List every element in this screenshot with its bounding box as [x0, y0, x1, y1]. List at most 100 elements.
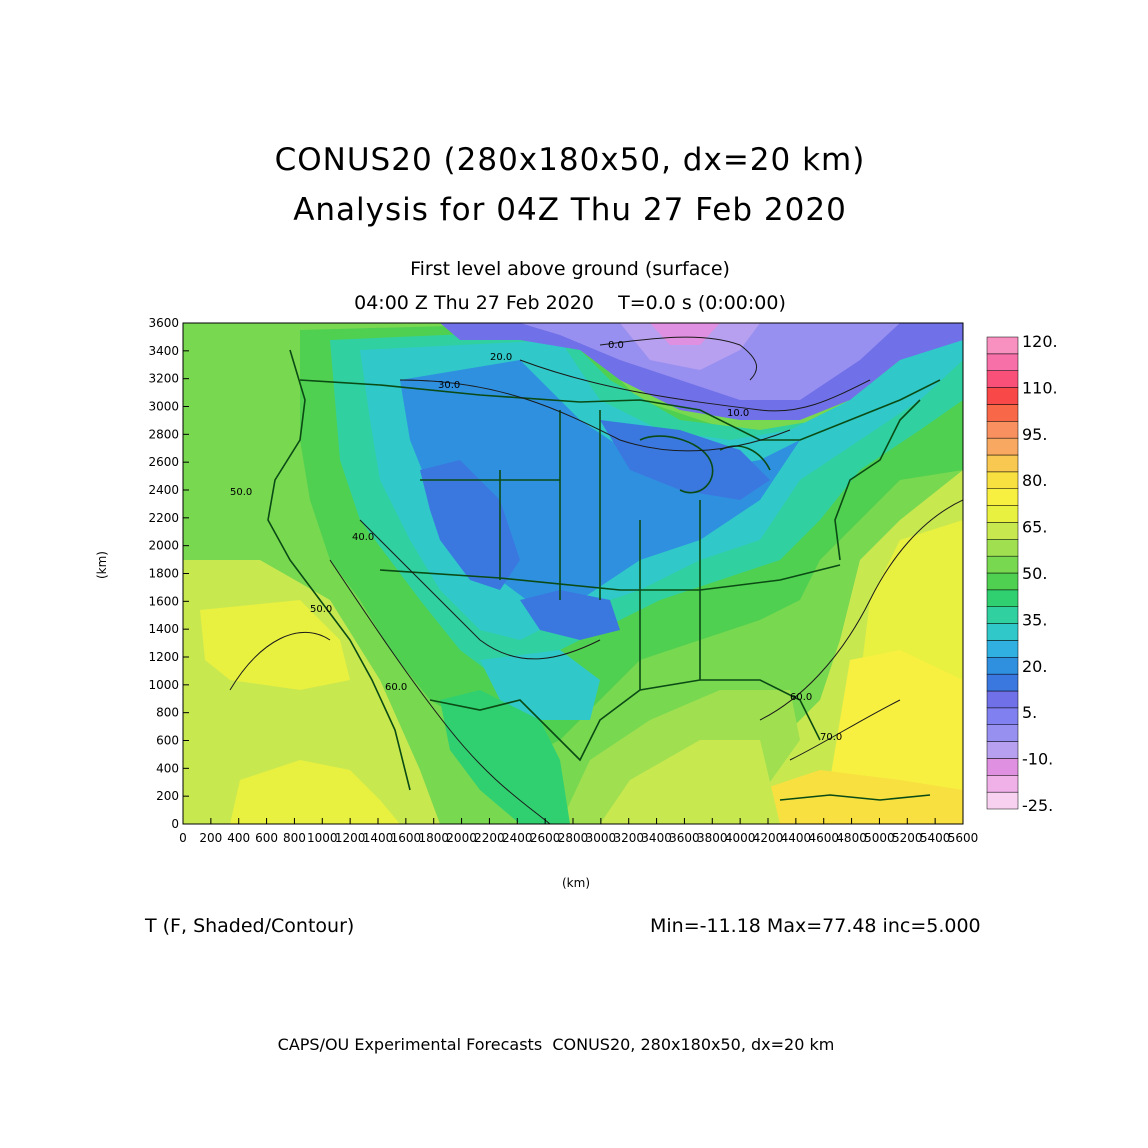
colorbar-label: 110. — [1022, 378, 1058, 397]
x-tick-label: 3000 — [586, 831, 617, 845]
colorbar-swatch — [986, 387, 1019, 405]
y-tick-label: 1600 — [148, 594, 179, 608]
colorbar-swatch — [986, 353, 1019, 371]
colorbar-swatch — [986, 640, 1019, 658]
contour-label: 60.0 — [385, 682, 407, 693]
x-tick-label: 4800 — [836, 831, 867, 845]
colorbar-swatch — [986, 572, 1019, 591]
colorbar-swatch — [986, 454, 1019, 473]
x-tick-label: 400 — [227, 831, 250, 845]
field-label: T (F, Shaded/Contour) — [145, 915, 355, 937]
x-tick-label: 2600 — [530, 831, 561, 845]
x-tick-label: 2800 — [558, 831, 589, 845]
contour-label: 0.0 — [608, 340, 624, 351]
contour-label: 60.0 — [790, 692, 812, 703]
y-tick-label: 1200 — [148, 650, 179, 664]
y-tick-label: 600 — [156, 734, 179, 748]
colorbar-swatch — [986, 791, 1019, 810]
colorbar-label: 65. — [1022, 518, 1047, 537]
x-tick-label: 3600 — [669, 831, 700, 845]
y-tick-label: 2800 — [148, 427, 179, 441]
x-tick-label: 4600 — [808, 831, 839, 845]
x-tick-label: 1800 — [418, 831, 449, 845]
x-tick-label: 4200 — [753, 831, 784, 845]
colorbar-swatch — [986, 522, 1019, 540]
colorbar-swatch — [986, 707, 1019, 725]
temperature-shading — [183, 323, 963, 824]
y-tick-label: 0 — [171, 817, 179, 831]
plot-title: CONUS20 (280x180x50, dx=20 km) — [274, 142, 866, 178]
x-tick-label: 1600 — [391, 831, 422, 845]
x-tick-label: 4000 — [725, 831, 756, 845]
y-tick-label: 3600 — [148, 316, 179, 330]
y-tick-label: 2000 — [148, 539, 179, 553]
y-tick-label: 1400 — [148, 622, 179, 636]
colorbar-swatch — [986, 370, 1019, 388]
colorbar-swatch — [986, 690, 1019, 709]
colorbar-swatch — [986, 724, 1019, 742]
x-tick-label: 200 — [199, 831, 222, 845]
colorbar-label: -25. — [1022, 796, 1053, 815]
colorbar-swatch — [986, 471, 1019, 489]
y-tick-label: 2600 — [148, 455, 179, 469]
colorbar-swatch — [986, 589, 1019, 607]
y-axis: 0 200 400 600 800 1000 1200 1400 1600 1800 2000 220… — [148, 316, 189, 831]
y-tick-label: 3000 — [148, 400, 179, 414]
x-tick-label: 600 — [255, 831, 278, 845]
plot-level: First level above ground (surface) — [410, 258, 730, 280]
y-tick-label: 1000 — [148, 678, 179, 692]
y-tick-label: 1800 — [148, 567, 179, 581]
footer-credit: CAPS/OU Experimental Forecasts CONUS20, … — [277, 1035, 835, 1054]
contour-label: 40.0 — [352, 532, 374, 543]
x-tick-label: 1000 — [307, 831, 338, 845]
plot-valid-time: 04:00 Z Thu 27 Feb 2020 T=0.0 s (0:00:00… — [354, 292, 786, 314]
y-tick-label: 3200 — [148, 372, 179, 386]
contour-label: 30.0 — [438, 380, 460, 391]
x-tick-label: 0 — [179, 831, 187, 845]
colorbar-label: 35. — [1022, 610, 1047, 629]
plot-analysis-time: Analysis for 04Z Thu 27 Feb 2020 — [293, 192, 847, 228]
contour-label: 10.0 — [727, 408, 749, 419]
x-tick-label: 5400 — [920, 831, 951, 845]
x-axis: 0 200 400 600 800 100012001400160018002000220… — [179, 818, 978, 845]
colorbar-swatch — [986, 606, 1019, 624]
colorbar-label: 95. — [1022, 425, 1047, 444]
y-tick-label: 400 — [156, 761, 179, 775]
x-tick-label: 4400 — [781, 831, 812, 845]
colorbar-label: 5. — [1022, 703, 1037, 722]
y-tick-label: 800 — [156, 706, 179, 720]
x-tick-label: 3400 — [641, 831, 672, 845]
colorbar-label: 20. — [1022, 657, 1047, 676]
y-tick-label: 2400 — [148, 483, 179, 497]
temperature-contours — [229, 336, 963, 824]
colorbar-swatch — [986, 488, 1019, 506]
colorbar-swatch — [986, 673, 1019, 692]
x-tick-label: 3200 — [613, 831, 644, 845]
y-tick-label: 2200 — [148, 511, 179, 525]
colorbar-swatch — [986, 758, 1019, 776]
contour-label: 50.0 — [230, 487, 252, 498]
colorbar-label: 120. — [1022, 332, 1058, 351]
contour-label: 70.0 — [820, 732, 842, 743]
colorbar-swatch — [986, 437, 1019, 456]
colorbar-swatch — [986, 741, 1019, 759]
colorbar-swatch — [986, 657, 1019, 675]
colorbar-label: -10. — [1022, 750, 1053, 769]
y-tick-label: 200 — [156, 789, 179, 803]
x-axis-label: (km) — [562, 876, 591, 890]
colorbar-label: 80. — [1022, 471, 1047, 490]
x-tick-label: 2000 — [446, 831, 477, 845]
colorbar-swatch — [986, 505, 1019, 523]
colorbar-swatch — [986, 775, 1019, 793]
colorbar-swatch — [986, 623, 1019, 641]
contour-label: 50.0 — [310, 604, 332, 615]
y-tick-label: 3400 — [148, 344, 179, 358]
y-axis-label: (km) — [95, 550, 110, 580]
contour-label: 20.0 — [490, 352, 512, 363]
x-tick-label: 5200 — [892, 831, 923, 845]
colorbar-swatch — [986, 336, 1019, 355]
colorbar-swatch — [986, 404, 1019, 422]
x-tick-label: 5600 — [948, 831, 979, 845]
x-tick-label: 1400 — [363, 831, 394, 845]
